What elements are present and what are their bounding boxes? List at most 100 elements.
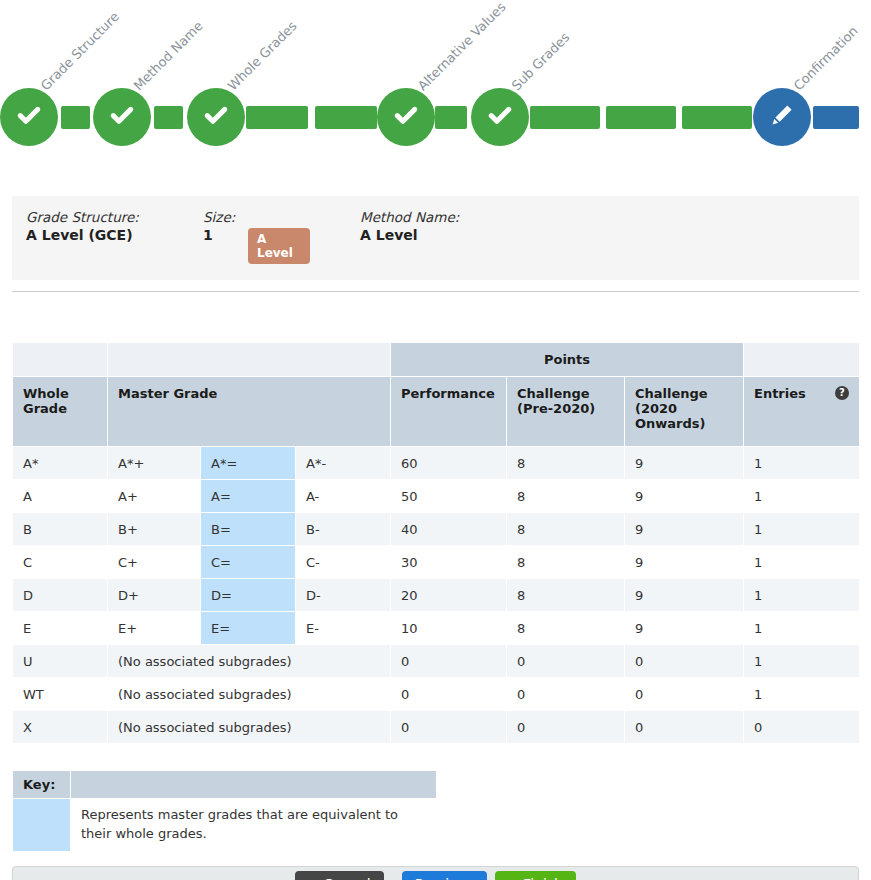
challenge-pre-cell: 8 <box>507 513 625 546</box>
subgrade-equal-cell: A*= <box>201 447 296 480</box>
challenge-pre-cell: 8 <box>507 579 625 612</box>
performance-cell: 0 <box>391 678 507 711</box>
entries-header-label: Entries <box>754 386 806 401</box>
whole-grade-cell: X <box>13 711 108 744</box>
stepper-segment <box>246 106 308 129</box>
method-name-value: A Level <box>360 227 459 243</box>
step-whole-grades[interactable] <box>187 88 245 146</box>
summary-panel: Grade Structure: A Level (GCE) Size: 1 A… <box>12 196 859 280</box>
grade-structure-field: Grade Structure: A Level (GCE) <box>26 209 203 243</box>
col-master-grade: Master Grade <box>108 377 391 447</box>
challenge-pre-cell: 8 <box>507 612 625 645</box>
previous-button-label: Previous <box>415 876 474 880</box>
stepper-segment <box>61 106 90 129</box>
challenge-post-cell: 9 <box>625 447 744 480</box>
col-challenge-post: Challenge (2020 Onwards) <box>625 377 744 447</box>
subgrade-equal-cell: D= <box>201 579 296 612</box>
table-row: WT (No associated subgrades) 0 0 0 1 <box>13 678 860 711</box>
check-icon <box>107 100 137 134</box>
subgrade-plus-cell: D+ <box>108 579 201 612</box>
no-subgrades-cell: (No associated subgrades) <box>108 645 391 678</box>
subgrade-minus-cell: D- <box>296 579 391 612</box>
entries-cell: 1 <box>744 480 860 513</box>
subgrade-plus-cell: A+ <box>108 480 201 513</box>
no-subgrades-cell: (No associated subgrades) <box>108 711 391 744</box>
table-row: U (No associated subgrades) 0 0 0 1 <box>13 645 860 678</box>
key-row: Represents master grades that are equiva… <box>13 799 437 852</box>
subgrade-equal-cell: A= <box>201 480 296 513</box>
highlight-swatch <box>13 799 71 852</box>
subgrade-plus-cell: C+ <box>108 546 201 579</box>
size-label: Size: <box>203 209 248 225</box>
header-spacer <box>744 343 860 377</box>
challenge-post-cell: 9 <box>625 480 744 513</box>
a-level-badge: A Level <box>248 228 310 264</box>
cancel-button[interactable]: ✖ Cancel <box>295 871 384 880</box>
footer-bar: ✖ Cancel Previous ✔ Finish <box>12 866 859 880</box>
challenge-pre-cell: 0 <box>507 711 625 744</box>
entries-cell: 1 <box>744 579 860 612</box>
finish-button[interactable]: ✔ Finish <box>495 871 576 880</box>
subgrade-plus-cell: B+ <box>108 513 201 546</box>
performance-cell: 0 <box>391 711 507 744</box>
performance-cell: 20 <box>391 579 507 612</box>
table-row: C C+ C= C- 30 8 9 1 <box>13 546 860 579</box>
step-label: Alternative Values <box>415 0 510 94</box>
step-method-name[interactable] <box>93 88 151 146</box>
check-icon <box>485 100 515 134</box>
header-spacer <box>108 343 391 377</box>
step-label: Method Name <box>131 18 207 94</box>
subgrade-plus-cell: A*+ <box>108 447 201 480</box>
subgrade-equal-cell: C= <box>201 546 296 579</box>
performance-cell: 40 <box>391 513 507 546</box>
check-icon <box>201 100 231 134</box>
grades-table: Points Whole Grade Master Grade Performa… <box>12 342 860 744</box>
entries-cell: 1 <box>744 612 860 645</box>
challenge-post-cell: 9 <box>625 513 744 546</box>
col-entries: Entries ? <box>744 377 860 447</box>
whole-grade-cell: A* <box>13 447 108 480</box>
stepper-segment-current <box>813 106 859 129</box>
stepper-segment <box>315 106 377 129</box>
divider <box>12 291 859 292</box>
entries-cell: 1 <box>744 678 860 711</box>
stepper-segment <box>682 106 752 129</box>
table-row: A A+ A= A- 50 8 9 1 <box>13 480 860 513</box>
size-value: 1 <box>203 227 248 243</box>
whole-grade-cell: C <box>13 546 108 579</box>
method-name-label: Method Name: <box>360 209 459 225</box>
entries-cell: 1 <box>744 513 860 546</box>
key-table: Key: Represents master grades that are e… <box>12 770 437 852</box>
challenge-post-cell: 0 <box>625 678 744 711</box>
check-icon <box>391 100 421 134</box>
col-performance: Performance <box>391 377 507 447</box>
entries-cell: 1 <box>744 645 860 678</box>
challenge-post-cell: 0 <box>625 711 744 744</box>
badge-container: A Level <box>248 228 310 264</box>
pencil-icon <box>767 100 797 134</box>
table-row: A* A*+ A*= A*- 60 8 9 1 <box>13 447 860 480</box>
step-sub-grades[interactable] <box>471 88 529 146</box>
previous-button[interactable]: Previous <box>402 871 487 880</box>
subgrade-minus-cell: A- <box>296 480 391 513</box>
subgrade-equal-cell: E= <box>201 612 296 645</box>
whole-grade-cell: B <box>13 513 108 546</box>
challenge-pre-cell: 8 <box>507 480 625 513</box>
whole-grade-cell: WT <box>13 678 108 711</box>
step-confirmation[interactable] <box>753 88 811 146</box>
stepper-segment <box>606 106 676 129</box>
step-grade-structure[interactable] <box>0 88 58 146</box>
whole-grade-cell: E <box>13 612 108 645</box>
check-icon <box>14 100 44 134</box>
step-alternative-values[interactable] <box>377 88 435 146</box>
subgrade-minus-cell: B- <box>296 513 391 546</box>
subgrade-minus-cell: A*- <box>296 447 391 480</box>
key-header-row: Key: <box>13 771 437 799</box>
question-mark-icon[interactable]: ? <box>835 386 849 400</box>
step-label: Sub Grades <box>509 29 574 94</box>
key-header-spacer <box>70 771 436 799</box>
grade-structure-value: A Level (GCE) <box>26 227 203 243</box>
stepper-segment <box>435 106 467 129</box>
table-row: E E+ E= E- 10 8 9 1 <box>13 612 860 645</box>
key-description: Represents master grades that are equiva… <box>70 799 436 852</box>
